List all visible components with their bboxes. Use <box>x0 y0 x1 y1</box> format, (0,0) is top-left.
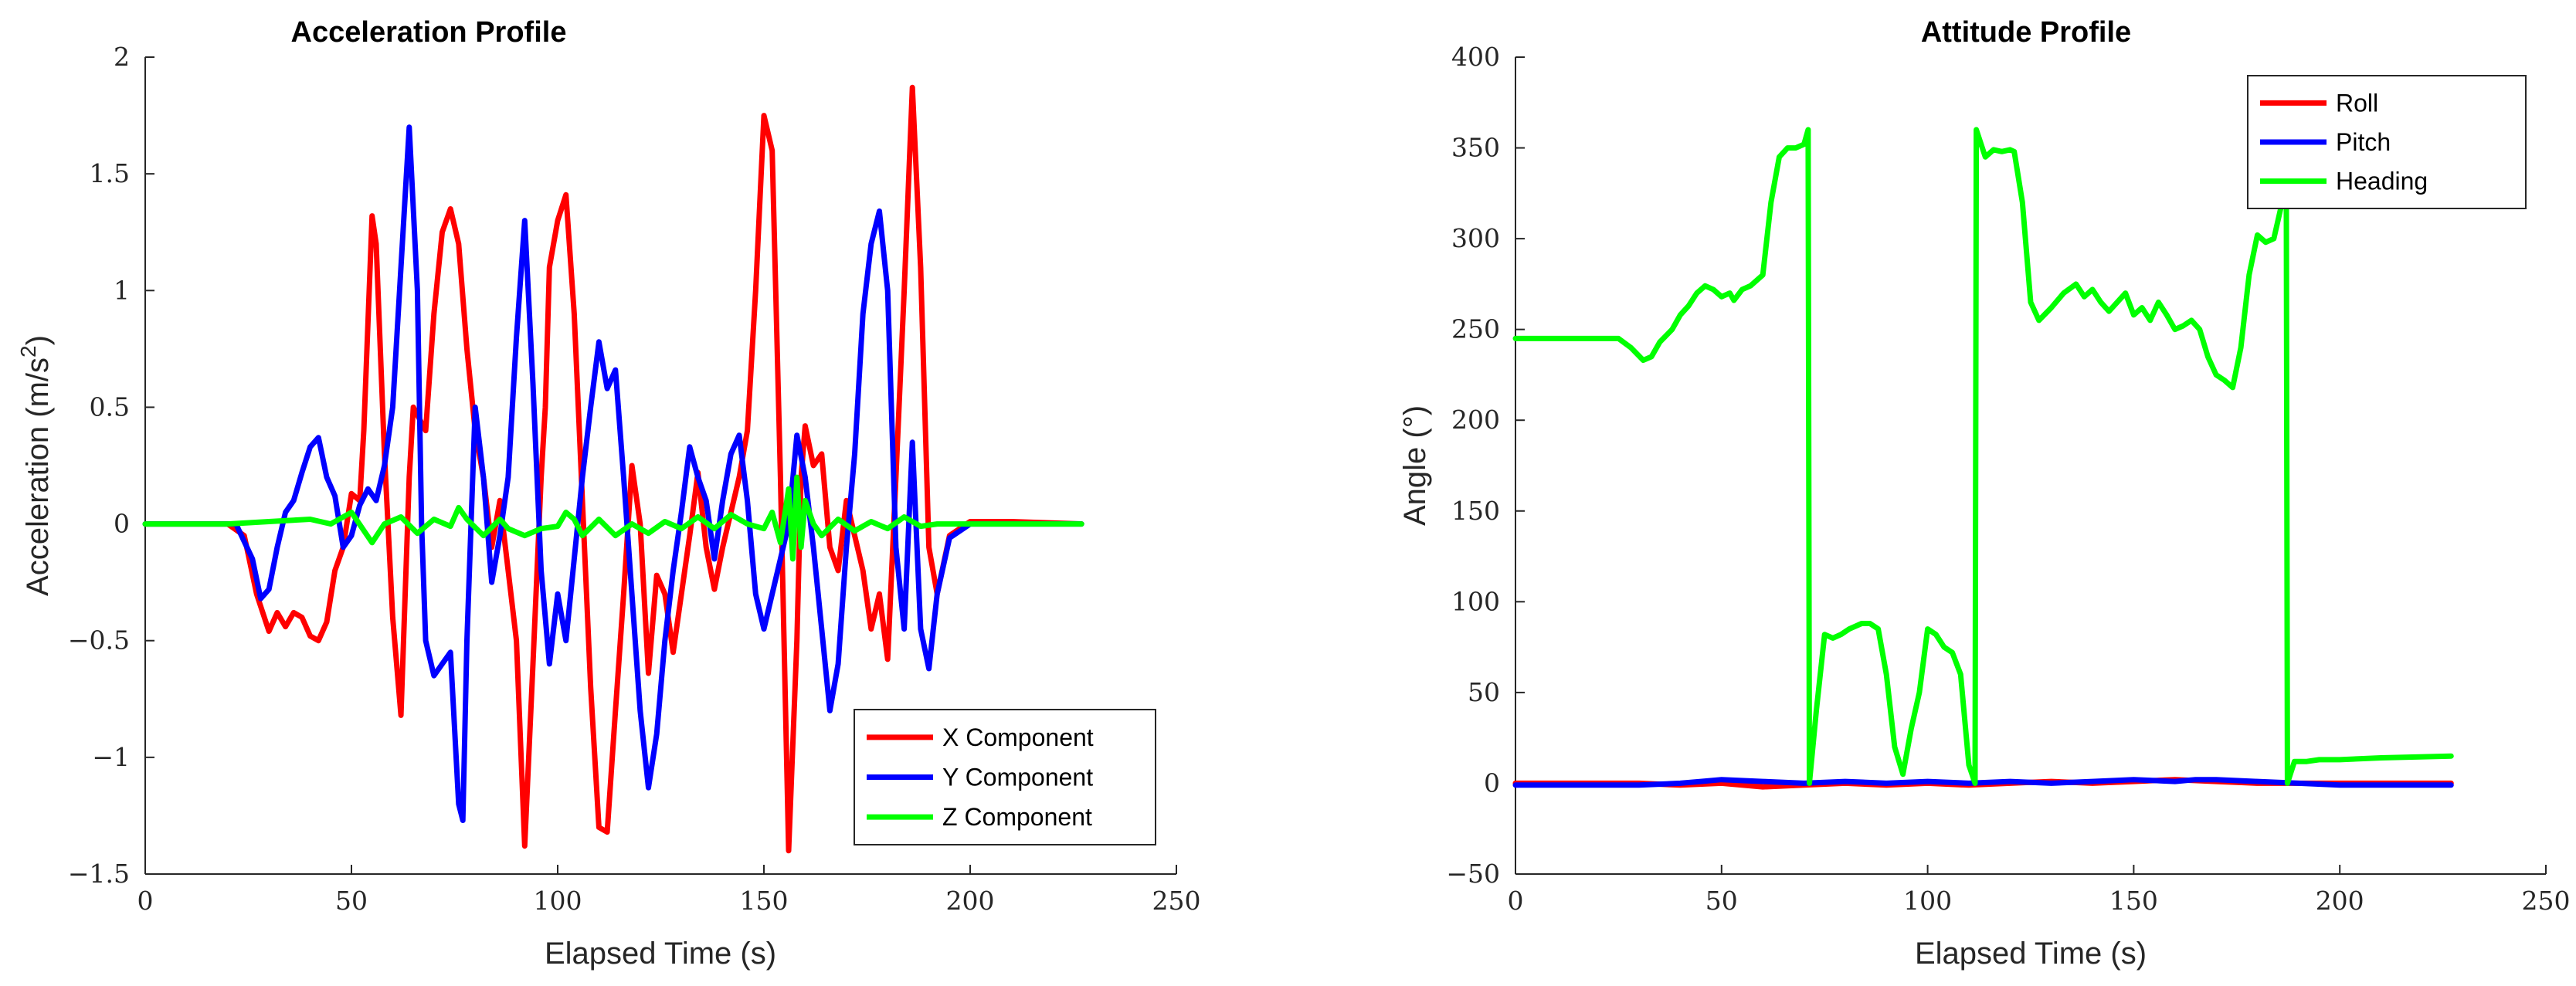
acceleration-x-tick-label: 200 <box>946 886 995 916</box>
acceleration-legend-label: Z Component <box>942 803 1092 831</box>
attitude-x-axis-label: Elapsed Time (s) <box>1915 937 2147 971</box>
attitude-y-tick-label: 400 <box>1451 42 1500 72</box>
acceleration-ticks: 0 50 100 150 200 250 −1.5 −1 −0.5 0 0.5 1 1.5 2 <box>68 42 1201 916</box>
acceleration-legend: X Component Y Component Z Component <box>854 709 1156 845</box>
acceleration-x-tick-label: 250 <box>1152 886 1201 916</box>
attitude-x-tick-label: 0 <box>1508 886 1524 916</box>
attitude-x-tick-label: 250 <box>2522 886 2571 916</box>
attitude-y-tick-label: 150 <box>1451 496 1500 526</box>
acceleration-y-label-superscript: 2 <box>16 345 40 357</box>
attitude-axes <box>1515 57 2546 875</box>
attitude-chart: Attitude Profile 0 50 100 150 200 250 −50 0 50 10… <box>1398 16 2571 971</box>
attitude-chart-title: Attitude Profile <box>1921 16 2131 49</box>
acceleration-y-tick-label: −1.5 <box>68 859 130 889</box>
attitude-y-tick-label: 200 <box>1451 405 1500 435</box>
attitude-legend-label: Pitch <box>2336 128 2391 156</box>
acceleration-series-y-component <box>142 124 1084 823</box>
attitude-legend-label: Heading <box>2336 168 2428 195</box>
attitude-y-axis-label: Angle (°) <box>1398 405 1432 526</box>
attitude-y-tick-label: 0 <box>1484 767 1500 798</box>
attitude-y-tick-label: 350 <box>1451 133 1500 163</box>
acceleration-series <box>142 84 1084 854</box>
attitude-y-tick-label: 100 <box>1451 586 1500 616</box>
acceleration-x-tick-label: 100 <box>534 886 582 916</box>
acceleration-y-tick-label: 1 <box>114 275 130 305</box>
acceleration-chart: Acceleration Profile 0 50 100 150 200 250 −1.5… <box>16 16 1201 971</box>
attitude-legend: Roll Pitch Heading <box>2247 75 2527 209</box>
acceleration-legend-label: Y Component <box>942 764 1093 791</box>
attitude-y-tick-label: −50 <box>1446 859 1500 889</box>
acceleration-y-label-close: ) <box>21 335 55 345</box>
acceleration-y-tick-label: −1 <box>92 742 130 772</box>
acceleration-y-tick-label: −0.5 <box>68 625 130 656</box>
acceleration-y-label-main: Acceleration (m/s <box>21 357 55 596</box>
acceleration-y-tick-label: 2 <box>114 42 130 72</box>
acceleration-y-tick-label: 1.5 <box>90 158 130 188</box>
acceleration-y-tick-label: 0.5 <box>90 391 130 422</box>
attitude-y-tick-label: 50 <box>1468 677 1500 707</box>
attitude-legend-label: Roll <box>2336 89 2378 117</box>
acceleration-y-tick-label: 0 <box>114 509 130 539</box>
attitude-series <box>1512 127 2454 790</box>
acceleration-x-tick-label: 50 <box>335 886 368 916</box>
attitude-x-tick-label: 150 <box>2109 886 2158 916</box>
acceleration-x-tick-label: 0 <box>137 886 154 916</box>
acceleration-y-axis-label: Acceleration (m/s2) <box>16 335 55 596</box>
attitude-y-tick-label: 250 <box>1451 314 1500 344</box>
attitude-ticks: 0 50 100 150 200 250 −50 0 50 100 150 200 250 300 350 4… <box>1446 42 2570 916</box>
attitude-x-tick-label: 200 <box>2316 886 2364 916</box>
attitude-y-tick-label: 300 <box>1451 223 1500 253</box>
acceleration-series-z-component <box>142 474 1084 562</box>
acceleration-x-tick-label: 150 <box>740 886 789 916</box>
attitude-series-pitch <box>1512 777 2454 788</box>
acceleration-chart-title: Acceleration Profile <box>291 16 567 49</box>
acceleration-legend-label: X Component <box>942 723 1094 751</box>
attitude-x-tick-label: 100 <box>1903 886 1952 916</box>
attitude-series-heading <box>1512 127 2454 786</box>
acceleration-x-axis-label: Elapsed Time (s) <box>545 937 776 971</box>
acceleration-axes <box>144 57 1176 875</box>
attitude-x-tick-label: 50 <box>1705 886 1738 916</box>
